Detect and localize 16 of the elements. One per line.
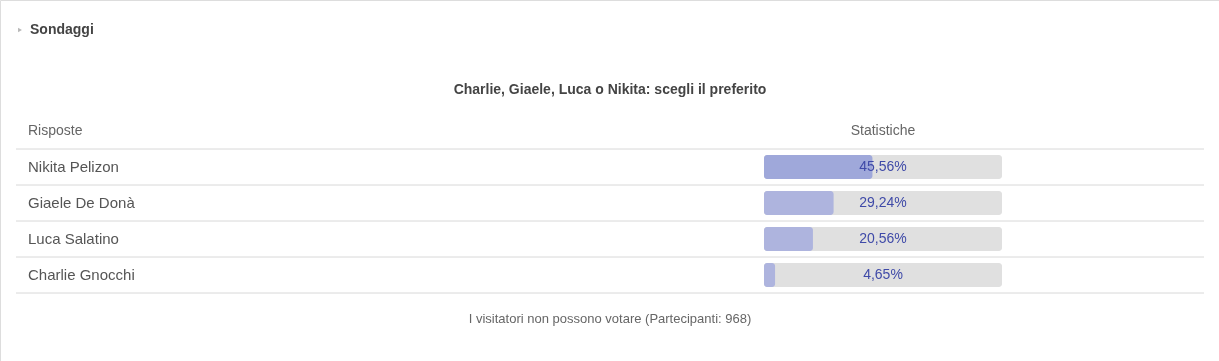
y-tick-label: Nikita Pelizon bbox=[28, 158, 119, 175]
bar bbox=[764, 190, 834, 216]
y-tick-label: Giaele De Donà bbox=[28, 194, 136, 211]
data-label: 4,65% bbox=[863, 266, 903, 282]
y-tick-label: Luca Salatino bbox=[28, 230, 119, 247]
bar bbox=[764, 226, 813, 252]
text: I visitatori non possono votare (Partecipanti: 968) bbox=[468, 311, 752, 326]
data-label: 45,56% bbox=[859, 158, 907, 174]
text: Charlie, Giaele, Luca o Nikita: scegli il preferito bbox=[453, 81, 767, 97]
y-axis-title: Risposte bbox=[28, 122, 83, 138]
data-label: 29,24% bbox=[859, 194, 907, 210]
data-label: 20,56% bbox=[859, 230, 907, 246]
bar bbox=[764, 262, 776, 288]
y-tick-label: Charlie Gnocchi bbox=[28, 266, 135, 283]
x-axis-title: Statistiche bbox=[850, 122, 916, 138]
text: Sondaggi bbox=[30, 21, 94, 37]
